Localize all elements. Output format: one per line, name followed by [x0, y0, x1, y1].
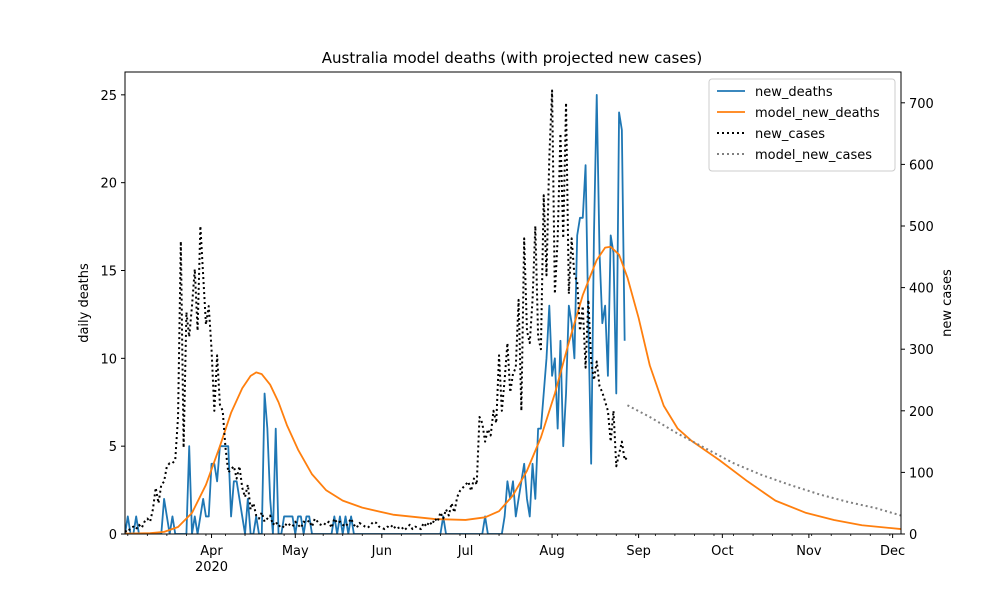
- series-line-model-new-cases: [626, 404, 901, 517]
- y-axis-left-label: daily deaths: [77, 263, 92, 343]
- y-right-tick-label: 0: [909, 528, 917, 543]
- series-line-new-deaths: [125, 93, 626, 534]
- y-left-tick-label: 5: [109, 440, 117, 455]
- x-tick-sublabel: 2020: [195, 560, 228, 575]
- y-left-tick-label: 15: [100, 265, 117, 280]
- x-tick-label: May: [282, 544, 309, 559]
- legend-label-model-new-cases: model_new_cases: [755, 148, 872, 163]
- legend-box: [708, 78, 896, 172]
- legend-label-new-cases: new_cases: [755, 127, 825, 142]
- legend-label-model-new-deaths: model_new_deaths: [755, 106, 880, 121]
- y-right-tick-label: 200: [909, 405, 934, 420]
- y-axis-right-label: new cases: [940, 269, 955, 337]
- x-tick-label: Aug: [539, 544, 564, 559]
- legend: new_deaths model_new_deaths new_casesmodel…: [708, 78, 896, 172]
- y-right-tick-label: 400: [909, 282, 934, 297]
- x-tick-label: Oct: [711, 544, 733, 559]
- y-right-tick-label: 100: [909, 466, 934, 481]
- plot-area: [125, 89, 901, 534]
- y-left-tick-label: 10: [100, 352, 117, 367]
- series-line-new-cases: [125, 89, 629, 534]
- y-right-tick-label: 300: [909, 343, 934, 358]
- x-tick-label: Jul: [457, 544, 474, 559]
- y-left-tick-label: 0: [109, 528, 117, 543]
- x-tick-label: Dec: [880, 544, 905, 559]
- y-left-tick-label: 20: [100, 177, 117, 192]
- plot-frame: [124, 71, 902, 535]
- y-right-tick-label: 500: [909, 220, 934, 235]
- y-right-tick-label: 600: [909, 158, 934, 173]
- y-right-tick-label: 700: [909, 97, 934, 112]
- y-left-tick-label: 25: [100, 89, 117, 104]
- y-axis-left: 0 5 10 15 20 25: [100, 89, 125, 543]
- x-tick-label: Sep: [626, 544, 651, 559]
- x-tick-label: Jun: [371, 544, 392, 559]
- x-tick-label: Apr: [200, 544, 223, 559]
- chart-title: Australia model deaths (with projected n…: [322, 49, 702, 67]
- legend-label-new-deaths: new_deaths: [755, 85, 833, 100]
- series-line-model-new-deaths: [125, 245, 901, 534]
- x-tick-label: Nov: [796, 544, 822, 559]
- y-axis-right: 0 100 200 300 400 500 600 700: [901, 97, 934, 543]
